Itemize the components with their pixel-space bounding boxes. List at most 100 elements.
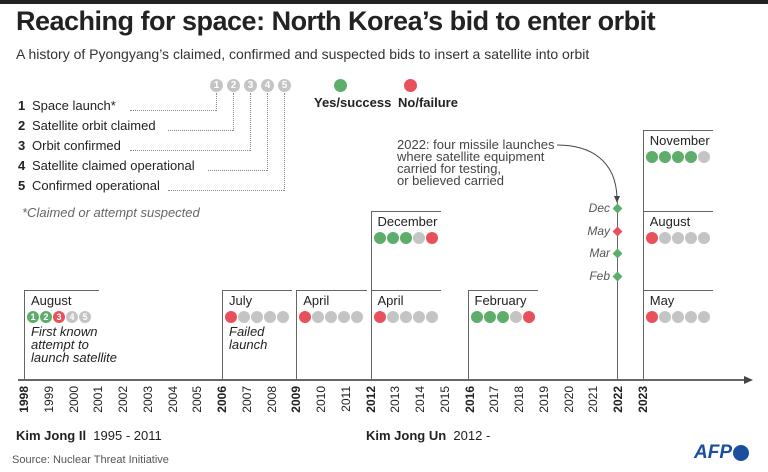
stage-label: Space launch*	[32, 98, 116, 113]
year-label: 2017	[487, 386, 502, 413]
leader-line	[250, 93, 251, 151]
annotation-line: or believed carried	[397, 173, 504, 188]
event-2009-april: April	[296, 290, 367, 380]
ruler-kim-jong-il: Kim Jong Il 1995 - 2011	[16, 428, 162, 443]
year-label: 2010	[314, 386, 328, 413]
status-yes-dot-icon: 2	[40, 311, 52, 323]
status-none-dot-icon	[312, 311, 325, 323]
ruler-name: Kim Jong Il	[16, 428, 87, 443]
stage-label: Orbit confirmed	[32, 138, 121, 153]
leader-line	[233, 93, 234, 131]
event-2016-february: February	[467, 290, 538, 380]
event-month: August	[649, 214, 691, 229]
event-top-rule	[468, 290, 538, 291]
status-none-dot-icon	[658, 311, 671, 323]
status-none-dot-icon	[697, 311, 710, 323]
afp-logo: AFP	[694, 442, 732, 463]
status-yes-dot-icon	[470, 311, 483, 323]
legend-stage: 3 Orbit confirmed	[18, 138, 121, 153]
event-top-rule	[371, 211, 441, 212]
status-dots	[373, 311, 438, 323]
axis-arrow-icon	[744, 376, 753, 384]
leader-line	[208, 170, 267, 171]
status-dots	[645, 151, 710, 163]
ruler-period: 2012 -	[453, 428, 491, 443]
description-line: launch satellite	[31, 350, 117, 365]
status-yes-dot-icon	[645, 151, 658, 163]
leader-line	[267, 93, 268, 171]
year-label: 2009	[289, 386, 304, 413]
status-none-dot-icon	[351, 311, 364, 323]
missile-yes-diamond-icon	[612, 248, 623, 259]
event-month: August	[31, 293, 72, 308]
year-label: 2008	[264, 386, 279, 413]
event-top-rule	[223, 290, 293, 291]
year-label: 2022	[611, 386, 625, 413]
year-label: 1998	[17, 386, 31, 413]
status-yes-dot-icon	[496, 311, 509, 323]
year-label: 2001	[91, 386, 106, 413]
event-2012-december: December	[370, 211, 441, 380]
stage-number: 1	[18, 98, 26, 113]
status-no-dot-icon: 3	[53, 311, 65, 323]
legend-stage: 5 Confirmed operational	[18, 178, 160, 193]
status-none-dot-icon	[277, 311, 289, 323]
status-dots	[299, 311, 364, 323]
event-month: April	[377, 293, 404, 308]
status-yes-dot-icon	[658, 151, 671, 163]
description-line: First known	[31, 324, 98, 339]
year-label: 2015	[437, 386, 452, 413]
year-label: 2000	[66, 386, 81, 413]
top-rule	[0, 0, 768, 4]
status-no-dot-icon	[299, 311, 312, 323]
event-2006-july: July Failed launch	[222, 290, 293, 380]
ruler-kim-jong-un: Kim Jong Un 2012 -	[366, 428, 490, 443]
leader-line	[216, 93, 217, 111]
event-top-rule	[643, 130, 714, 131]
status-none-dot-icon	[671, 311, 684, 323]
status-none-dot-icon	[658, 232, 671, 244]
stage-circle-icon: 3	[244, 79, 257, 92]
status-no-dot-icon	[522, 311, 535, 323]
missile-no-diamond-icon	[612, 226, 623, 236]
stage-number: 5	[18, 178, 26, 193]
stage-label: Satellite claimed operational	[32, 158, 195, 173]
stage-label: Satellite orbit claimed	[32, 118, 156, 133]
annotation-line: where satellite equipment	[397, 149, 545, 164]
event-top-rule	[297, 290, 367, 291]
year-label: 2006	[215, 386, 229, 413]
afp-logo-dot-icon	[733, 445, 749, 461]
status-none-dot-icon	[412, 232, 425, 244]
status-yes-dot-icon	[399, 232, 412, 244]
year-label: 2012	[363, 386, 378, 413]
status-none-dot-icon: 5	[79, 311, 91, 323]
year-label: 2002	[116, 386, 130, 413]
year-label: 2023	[635, 386, 650, 413]
status-none-dot-icon	[264, 311, 276, 323]
status-none-dot-icon	[697, 151, 710, 163]
annotation-line: 2022: four missile launches	[397, 137, 555, 152]
leader-line	[130, 110, 216, 111]
event-top-rule	[643, 211, 714, 212]
ruler-period: 1995 - 2011	[93, 428, 162, 443]
leader-line	[284, 93, 285, 191]
year-label: 2019	[536, 386, 551, 413]
subtitle: A history of Pyongyang’s claimed, confir…	[16, 46, 590, 62]
year-label: 2005	[190, 386, 205, 413]
event-month: April	[303, 293, 330, 308]
annotation-arrow	[556, 144, 620, 203]
stage-number: 3	[18, 138, 26, 153]
description-line: attempt to	[31, 337, 89, 352]
missile-month: Feb	[589, 268, 610, 283]
status-none-dot-icon	[399, 311, 412, 323]
year-label: 2021	[586, 386, 601, 413]
status-no-dot-icon	[425, 232, 438, 244]
status-none-dot-icon	[684, 311, 697, 323]
event-description: Failed launch	[229, 325, 267, 351]
status-dots	[470, 311, 535, 323]
status-yes-dot-icon	[483, 311, 496, 323]
no-label: No/failure	[398, 95, 458, 110]
yes-label: Yes/success	[314, 95, 392, 110]
missile-month: May	[587, 223, 610, 238]
